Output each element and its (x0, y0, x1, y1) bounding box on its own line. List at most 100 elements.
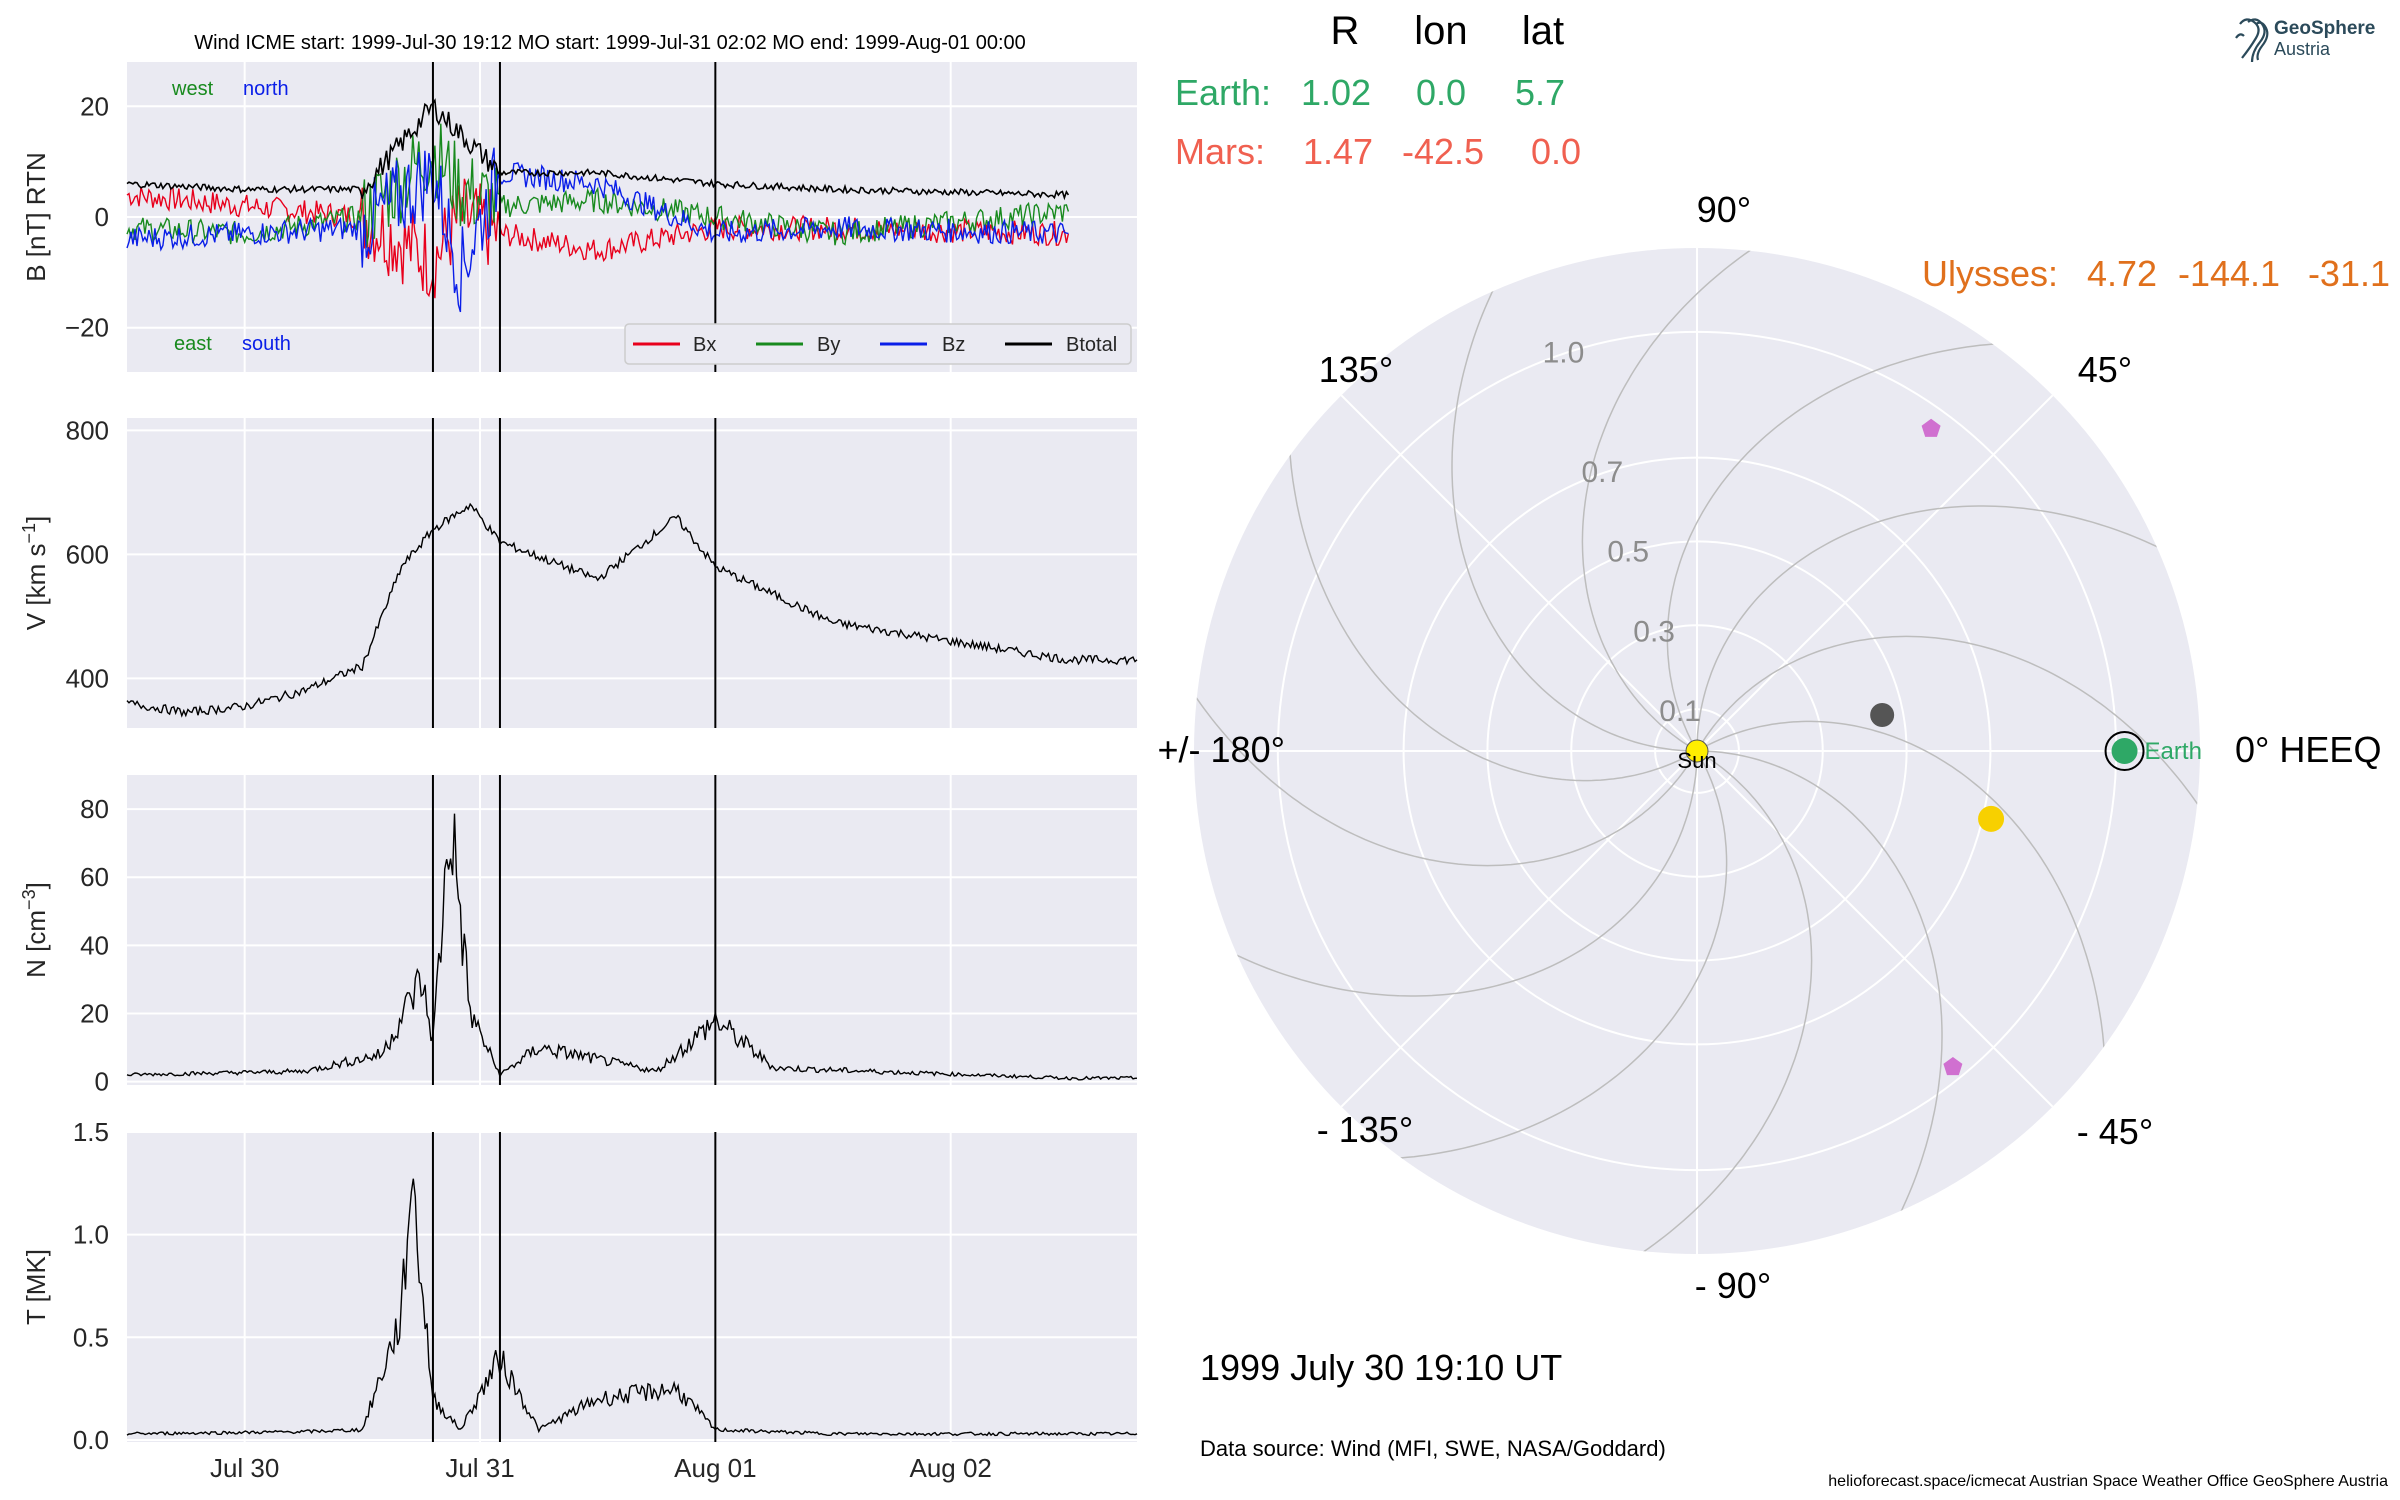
y-tick-label: −20 (65, 313, 109, 343)
header-lon: lon (1414, 9, 1467, 53)
y-tick-label: 20 (80, 91, 109, 121)
radial-tick-label: 0.3 (1633, 615, 1675, 648)
logo-line2: Austria (2274, 39, 2331, 59)
spiral-line (1697, 750, 1943, 1254)
angle-label-180: +/- 180° (1158, 729, 1285, 770)
mars-lat: 0.0 (1531, 131, 1581, 172)
y-tick-label: 20 (80, 998, 109, 1028)
header-r: R (1331, 9, 1360, 53)
earth-name: Earth: (1175, 72, 1271, 113)
spiral-line (1696, 505, 2200, 751)
angular-grid-line (1696, 394, 2054, 752)
b-legend: Bx By Bz Btotal (624, 323, 1132, 365)
angle-label-neg135: - 135° (1317, 1109, 1413, 1150)
panel-3: 80 60 40 20 0 N [cm−3] (19, 775, 1138, 1097)
data-source: Data source: Wind (MFI, SWE, NASA/Goddar… (1200, 1436, 1666, 1461)
annot-north: north (243, 78, 289, 100)
ulysses-name: Ulysses: (1922, 253, 2058, 294)
panel-background (127, 775, 1137, 1085)
angle-label-135: 135° (1319, 349, 1393, 390)
pink-object-marker (1943, 1057, 1963, 1076)
series-bz (126, 147, 1069, 313)
y-tick-label: 400 (66, 663, 109, 693)
earth-ring (2104, 731, 2145, 771)
sun-label: Sun (1677, 748, 1716, 773)
pink-object-marker (1921, 418, 1941, 437)
y-tick-label: 80 (80, 794, 109, 824)
y-tick-label: 40 (80, 930, 109, 960)
polar-plot: 0.1 0.3 0.5 0.7 1.0 Sun Earth (1194, 248, 2202, 1254)
sun-marker (1685, 739, 1709, 763)
y-tick-label: 1.0 (73, 1220, 109, 1250)
radial-tick-label: 0.1 (1659, 695, 1701, 728)
x-tick-label: Jul 31 (445, 1453, 514, 1483)
y-tick-label: 0 (95, 202, 109, 232)
legend-btotal: Btotal (1066, 334, 1117, 356)
earth-marker (2111, 738, 2138, 764)
annot-west: west (171, 78, 214, 100)
spiral-line (1287, 328, 1698, 782)
angular-grid-line (1340, 394, 1698, 752)
mars-r: 1.47 (1303, 131, 1373, 172)
grey-object-marker (1870, 703, 1895, 728)
panel-4: 1.5 1.0 0.5 0.0 T [MK] Jul 30 Jul 31 Aug 01 Aug … (21, 1117, 1138, 1483)
spiral-line (1696, 635, 2200, 917)
footer-credits: helioforecast.space/icmecat Austrian Spa… (1828, 1473, 2388, 1490)
ulysses-lat: -31.1 (2308, 253, 2390, 294)
header-lat: lat (1522, 9, 1564, 53)
angle-label-neg90: - 90° (1695, 1265, 1771, 1306)
spiral-line (1531, 750, 1813, 1254)
mars-lon: -42.5 (1402, 131, 1484, 172)
spiral-line (1666, 341, 2120, 752)
angular-grid-line (1696, 750, 2054, 1108)
legend-box (624, 323, 1132, 365)
figure-title: Wind ICME start: 1999-Jul-30 19:12 MO st… (194, 32, 1026, 54)
y-tick-label: 600 (66, 539, 109, 569)
angle-label-0: 0° HEEQ (2235, 729, 2381, 770)
yellow-object-marker (1978, 805, 2005, 832)
y-tick-label: 1.5 (73, 1117, 109, 1147)
earth-lon: 0.0 (1416, 72, 1466, 113)
positions-table: R lon lat Earth: 1.02 0.0 5.7 Mars: 1.47… (1175, 9, 2390, 294)
earth-lat: 5.7 (1515, 72, 1565, 113)
ulysses-r: 4.72 (2087, 253, 2157, 294)
y-axis-label: T [MK] (21, 1249, 51, 1325)
legend-by: By (817, 334, 840, 356)
radial-tick-label: 1.0 (1543, 336, 1585, 369)
y-tick-label: 0.5 (73, 1322, 109, 1352)
y-tick-label: 0 (95, 1067, 109, 1097)
spiral-line (1581, 248, 1863, 752)
radial-tick-label: 0.7 (1581, 456, 1623, 489)
angle-label-45: 45° (2078, 349, 2132, 390)
y-tick-label: 800 (66, 415, 109, 445)
parker-spirals (1194, 248, 2200, 1254)
legend-bx: Bx (693, 334, 716, 356)
timestamp: 1999 July 30 19:10 UT (1200, 1347, 1562, 1388)
spiral-line (1451, 248, 1697, 752)
logo-swirl-icon (2235, 18, 2269, 63)
geosphere-logo: GeoSphere Austria (2235, 18, 2375, 63)
legend-bz: Bz (942, 334, 965, 356)
angular-grid-line (1340, 750, 1698, 1108)
mars-name: Mars: (1175, 131, 1265, 172)
series-by (126, 123, 1070, 248)
series-n (126, 813, 1138, 1081)
annot-east: east (174, 333, 212, 355)
radial-tick-label: 0.5 (1607, 536, 1649, 569)
ulysses-lon: -144.1 (2178, 253, 2280, 294)
y-tick-label: 60 (80, 862, 109, 892)
y-tick-label: 0.0 (73, 1425, 109, 1455)
y-axis-label: B [nT] RTN (21, 152, 51, 282)
spiral-line (1274, 750, 1728, 1161)
logo-line1: GeoSphere (2274, 18, 2375, 39)
x-tick-label: Jul 30 (210, 1453, 279, 1483)
annot-south: south (242, 333, 291, 355)
y-axis-label: N [cm−3] (19, 882, 51, 978)
spiral-line (1696, 720, 2107, 1174)
y-axis-label: V [km s−1] (19, 516, 51, 630)
panel-background (127, 418, 1137, 728)
panel-1: 20 0 −20 B [nT] RTN (21, 62, 1137, 372)
panel-background (127, 1132, 1137, 1442)
